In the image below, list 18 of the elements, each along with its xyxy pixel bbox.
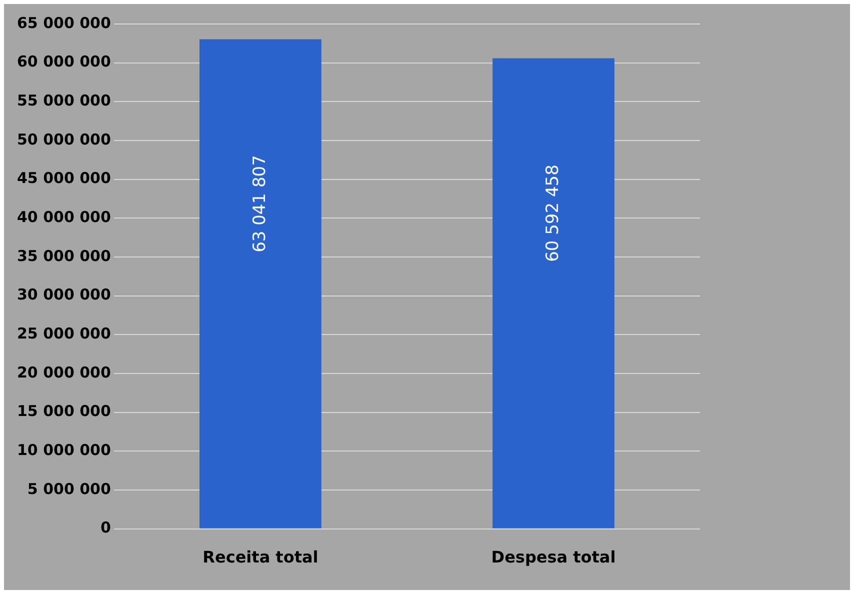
y-tick-label: 30 000 000 [16,286,111,304]
y-tick-label: 0 [100,518,111,537]
y-tick-label: 10 000 000 [16,441,111,460]
y-tick-label: 45 000 000 [16,169,111,188]
y-tick-label: 25 000 000 [16,324,111,343]
y-tick-label: 15 000 000 [16,402,111,420]
y-tick-label: 55 000 000 [16,92,111,110]
y-tick-label: 20 000 000 [16,363,111,382]
y-tick-label: 50 000 000 [16,130,111,148]
y-tick-label: 65 000 000 [16,14,111,32]
x-tick-label: Receita total [202,548,318,567]
x-tick-label: Despesa total [491,548,616,567]
data-label: 60 592 458 [542,164,563,262]
y-tick-label: 35 000 000 [16,246,111,265]
y-tick-label: 5 000 000 [27,480,111,498]
data-label: 63 041 807 [250,155,270,252]
y-tick-label: 60 000 000 [16,52,111,71]
y-tick-label: 40 000 000 [16,208,111,226]
